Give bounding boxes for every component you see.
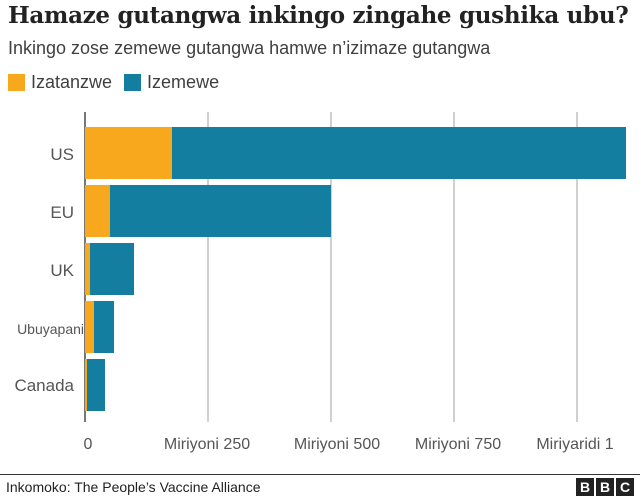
gridline-500: [330, 112, 332, 422]
category-label-us: US: [50, 145, 74, 164]
bbc-logo-c: C: [616, 478, 634, 496]
bar-us-approved: [172, 127, 627, 179]
bar-ubuyapani-approved: [93, 301, 115, 353]
x-tick-500: Miriyoni 500: [293, 436, 381, 453]
legend-item-delivered: Izatanzwe: [8, 72, 112, 93]
gridline-750: [453, 112, 455, 422]
category-label-eu: EU: [50, 203, 74, 222]
bar-eu-delivered: [85, 185, 111, 237]
chart-subtitle: Inkingo zose zemewe gutangwa hamwe n’izi…: [8, 38, 491, 58]
plot-area: US EU UK Ubuyapani Canada: [0, 112, 640, 422]
legend-label-approved: Izemewe: [147, 72, 220, 92]
chart-title: Hamaze gutangwa inkingo zingahe gushika …: [8, 2, 629, 29]
gridline-1000: [576, 112, 578, 422]
legend-item-approved: Izemewe: [124, 72, 219, 93]
x-tick-750: Miriyoni 750: [414, 436, 502, 453]
bbc-logo-b2: B: [596, 478, 614, 496]
bbc-logo: B B C: [574, 478, 634, 496]
legend-swatch-delivered: [8, 74, 25, 91]
legend-label-delivered: Izatanzwe: [31, 72, 113, 92]
category-label-japan: Ubuyapani: [17, 321, 84, 337]
category-label-uk: UK: [50, 261, 74, 280]
bar-canada-approved: [86, 359, 105, 411]
x-tick-1000: Miriyaridi 1: [536, 436, 614, 453]
x-tick-250: Miriyoni 250: [163, 436, 251, 453]
legend-swatch-approved: [124, 74, 142, 91]
bar-uk-approved: [89, 243, 135, 295]
bar-us-delivered: [85, 127, 173, 179]
bar-canada-delivered: [85, 359, 87, 411]
bar-ubuyapani-delivered: [85, 301, 94, 353]
gridline-250: [207, 112, 209, 422]
source-note: Inkomoko: The People’s Vaccine Alliance: [6, 479, 261, 495]
bbc-logo-b1: B: [576, 478, 594, 496]
footer-divider: [0, 474, 640, 475]
legend: Izatanzwe Izemewe: [8, 72, 231, 93]
x-tick-0: 0: [83, 436, 93, 453]
bar-uk-delivered: [85, 243, 90, 295]
category-label-canada: Canada: [14, 376, 74, 395]
bar-eu-approved: [110, 185, 331, 237]
